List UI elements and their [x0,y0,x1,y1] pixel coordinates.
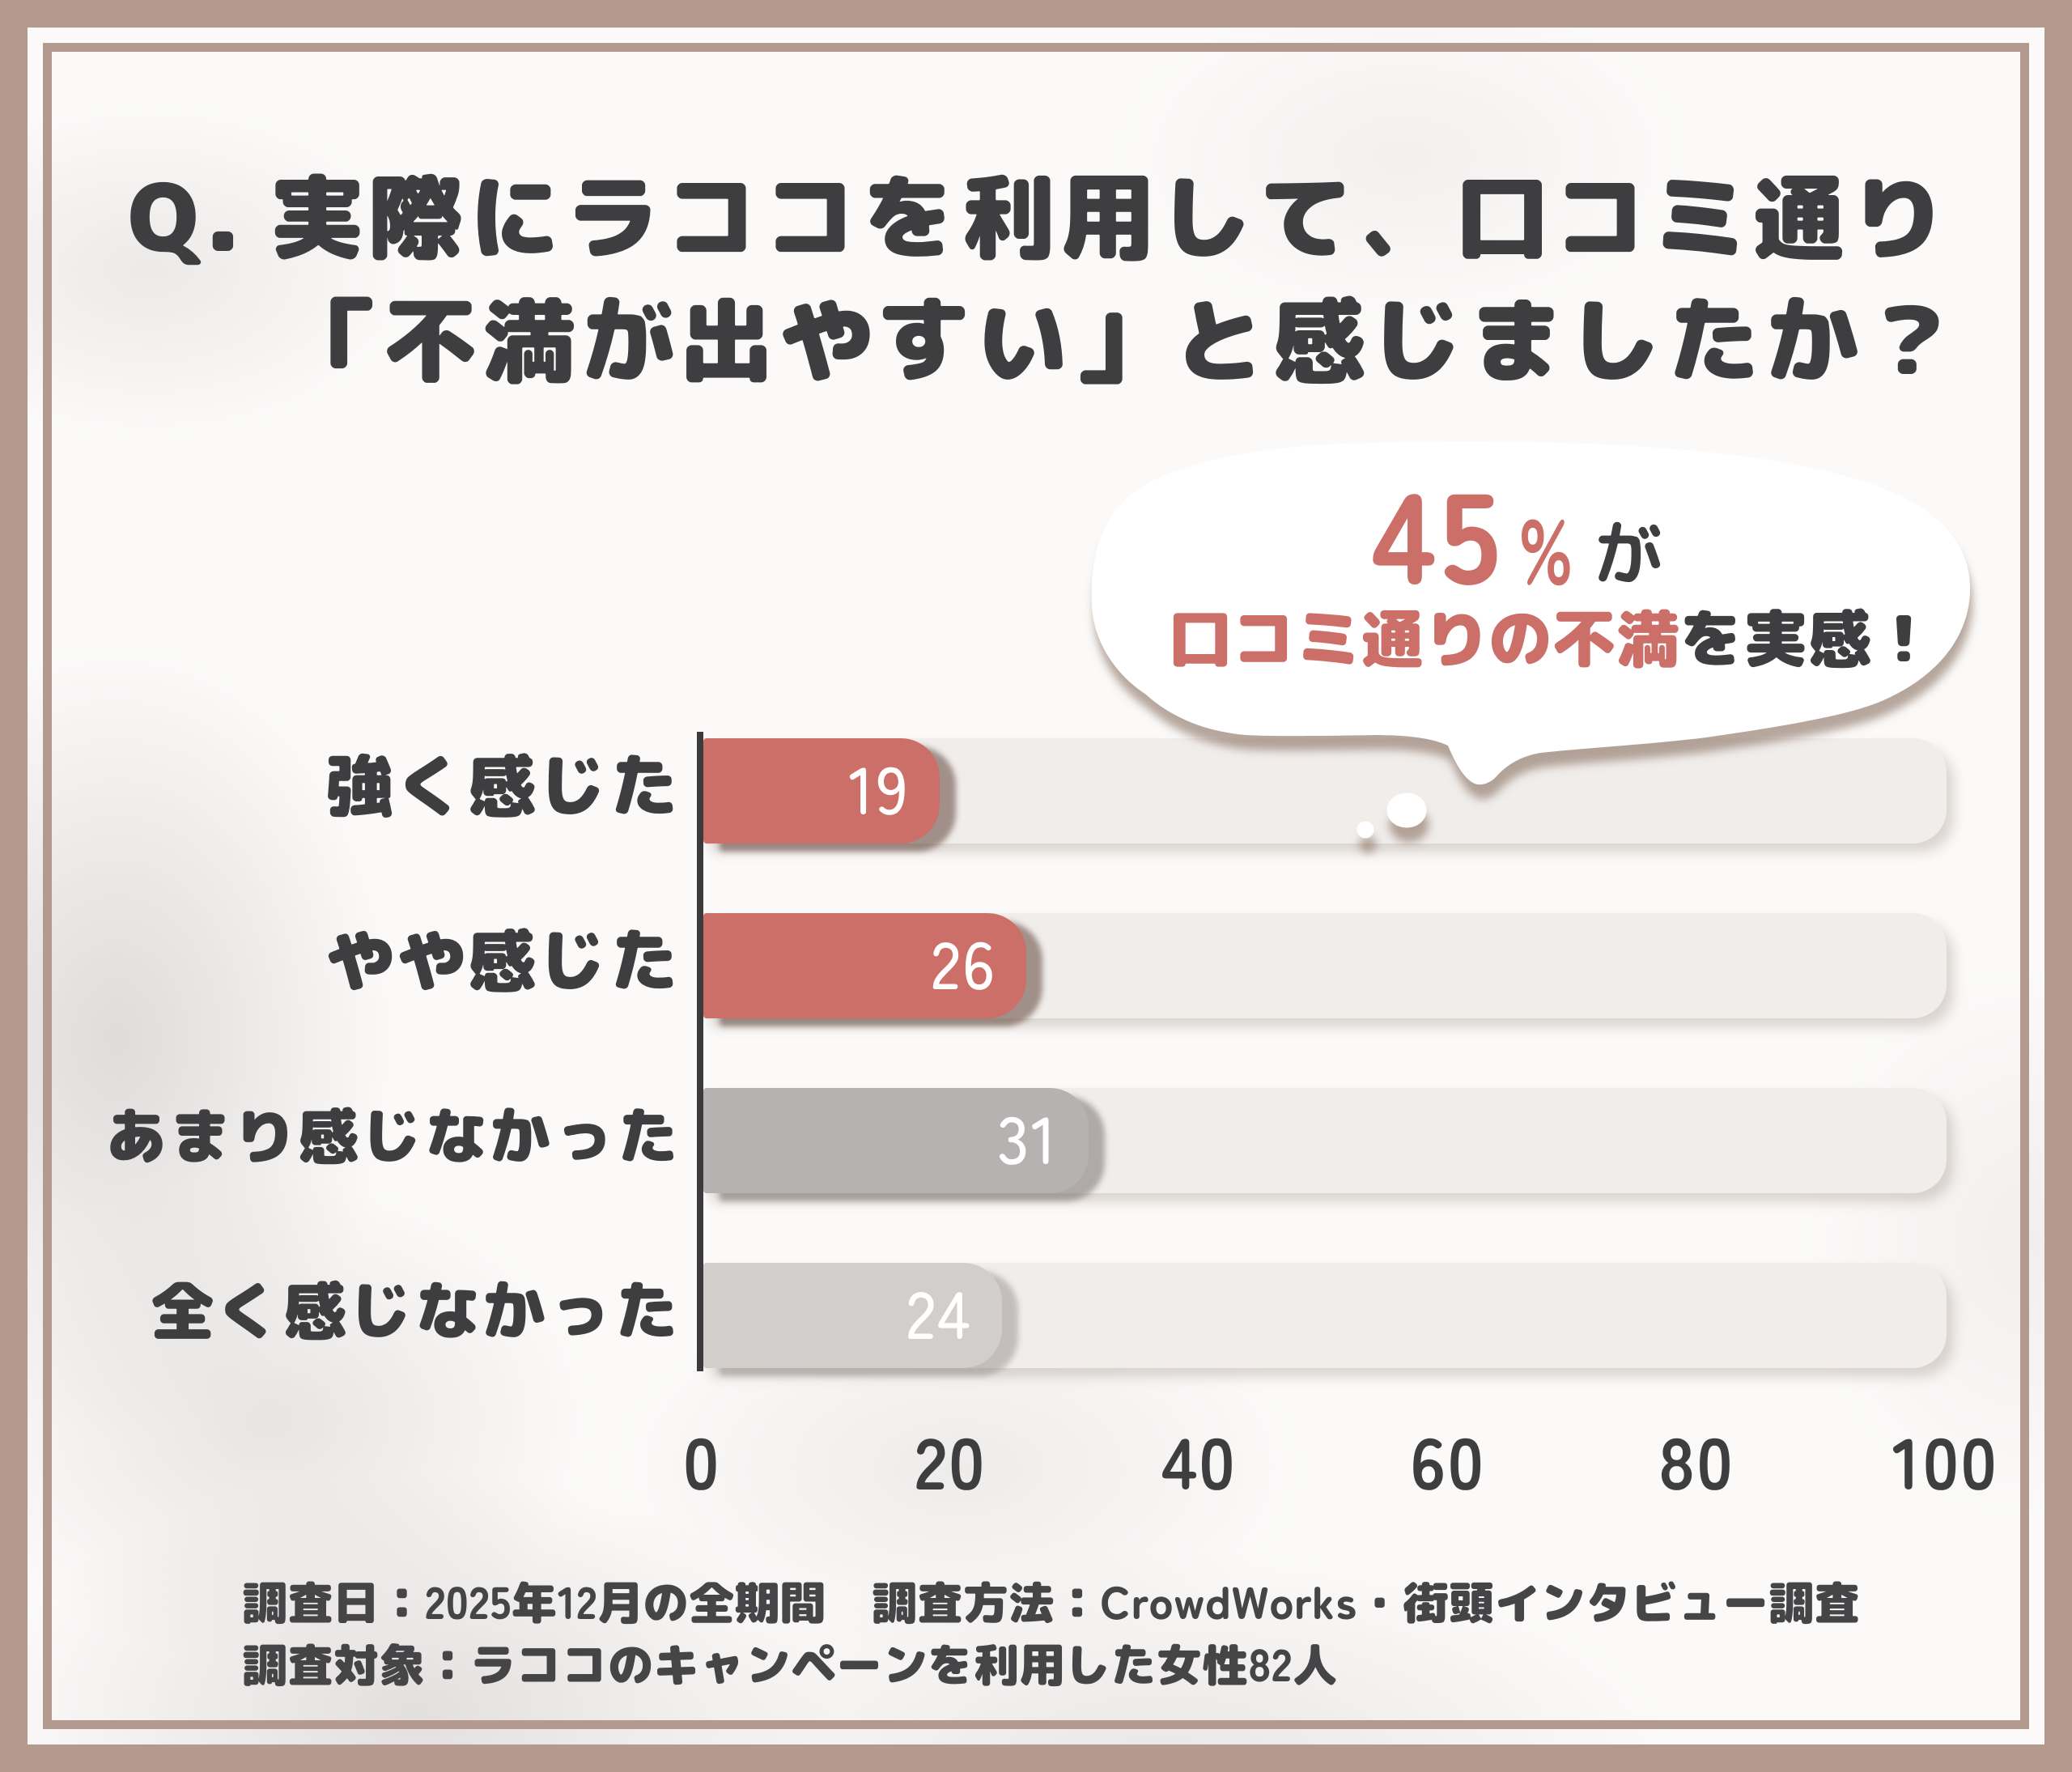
bar [703,1088,1089,1193]
bar [703,913,1027,1018]
chart-row: あまり感じなかった 31 [701,1088,1996,1193]
chart-row: やや感じた 26 [701,913,1996,1018]
chart-row: 全く感じなかった 24 [701,1263,1996,1368]
x-axis-ticks: 020406080100 [0,1425,2072,1514]
survey-footnote: 調査日：2025年12月の全期間 調査方法：CrowdWorks・街頭インタビュ… [242,1570,1780,1700]
chart-row: 強く感じた 19 [701,738,1996,844]
bar [703,1263,1002,1368]
annotation-bubble-text: 45% が 口コミ通りの不満 を実感！ [1182,470,1878,712]
y-axis-line [697,732,703,1371]
